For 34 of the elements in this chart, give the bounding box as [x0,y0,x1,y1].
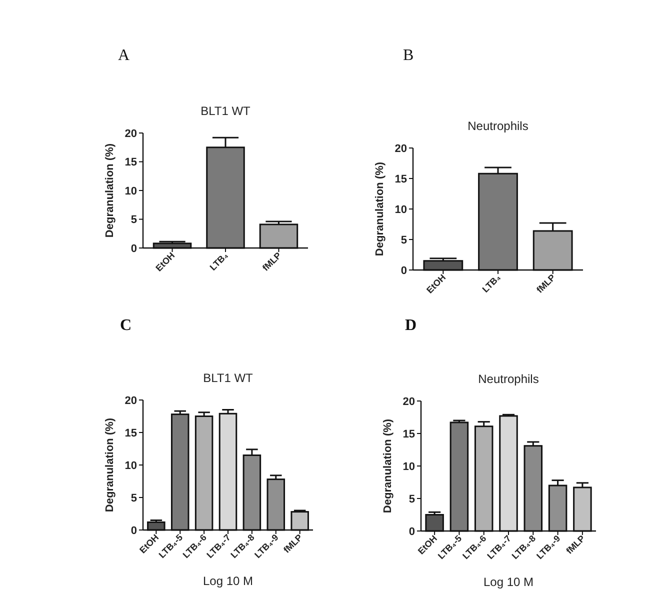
y-tick-label: 0 [400,264,407,277]
x-axis-title: Log 10 M [483,575,534,589]
y-tick-label: 15 [402,428,415,440]
chart-title: BLT1 WT [200,104,252,118]
y-tick-label: 10 [402,460,415,473]
text: B [403,47,414,64]
y-tick-label: 10 [394,204,407,216]
text: C [120,317,132,334]
chart-title: Neutrophils [478,372,539,386]
y-axis-title: Degranulation (%) [382,418,394,514]
y-tick-label: 5 [400,234,407,246]
text: A [118,47,130,64]
y-tick-label: 10 [124,185,137,198]
y-tick-label: 15 [394,173,407,186]
y-tick-label: 20 [402,396,415,408]
y-tick-label: 0 [130,242,137,255]
chart-title: BLT1 WT [203,371,254,385]
y-axis-title: Degranulation (%) [104,418,116,512]
chart-title: Neutrophils [468,119,528,133]
y-tick-label: 15 [124,427,137,440]
y-tick-label: 0 [408,526,415,538]
x-axis-title: Log 10 M [202,574,254,588]
y-tick-label: 15 [124,156,137,169]
text: D [405,317,417,334]
y-tick-label: 20 [394,142,407,155]
y-axis-title: Degranulation (%) [104,143,116,238]
y-tick-label: 20 [124,128,137,140]
y-tick-label: 0 [130,524,137,537]
y-tick-label: 5 [408,493,415,506]
y-tick-label: 20 [124,394,137,407]
y-tick-label: 10 [124,460,137,472]
y-tick-label: 5 [130,214,137,226]
y-axis-title: Degranulation (%) [374,162,386,256]
y-tick-label: 5 [130,492,137,504]
